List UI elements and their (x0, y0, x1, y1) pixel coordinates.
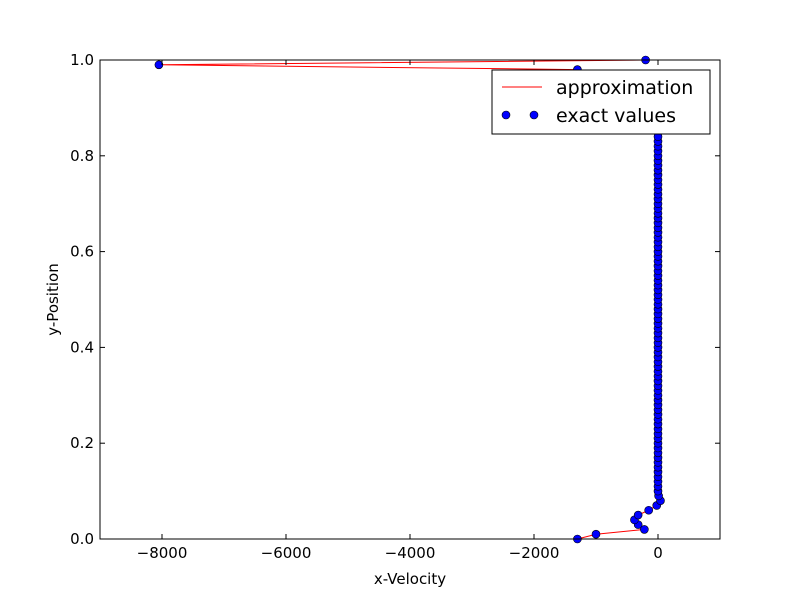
y-axis: 0.0 0.2 0.4 0.6 0.8 1.0 (70, 51, 720, 548)
data-point-exact-86 (154, 60, 164, 70)
data-point-exact-2 (640, 525, 649, 534)
legend-marker-swatch (501, 110, 511, 120)
legend-box (491, 69, 711, 135)
y-tick-label: 1.0 (70, 51, 94, 69)
plot-area (154, 55, 665, 544)
x-tick-label: −6000 (261, 544, 312, 562)
x-tick-label: −2000 (509, 544, 560, 562)
y-tick-label: 0.6 (70, 243, 94, 261)
data-point-exact-6 (644, 505, 654, 515)
x-tick-label: −8000 (137, 544, 188, 562)
legend: approximation exact values (491, 69, 711, 135)
legend-marker-swatch (529, 110, 539, 120)
x-tick-label: 0 (653, 544, 663, 562)
y-tick-label: 0.2 (70, 434, 94, 452)
y-tick-label: 0.4 (70, 338, 94, 356)
data-point-exact-5 (633, 510, 643, 520)
legend-label: approximation (556, 77, 693, 99)
x-axis: −8000 −6000 −4000 −2000 0 (137, 60, 663, 562)
legend-label: exact values (556, 105, 676, 127)
x-tick-label: −4000 (385, 544, 436, 562)
y-tick-label: 0.8 (70, 147, 94, 165)
y-axis-title: y-Position (44, 263, 62, 335)
data-point-exact-1 (591, 529, 601, 539)
x-axis-title: x-Velocity (374, 570, 446, 588)
y-tick-label: 0.0 (70, 530, 94, 548)
